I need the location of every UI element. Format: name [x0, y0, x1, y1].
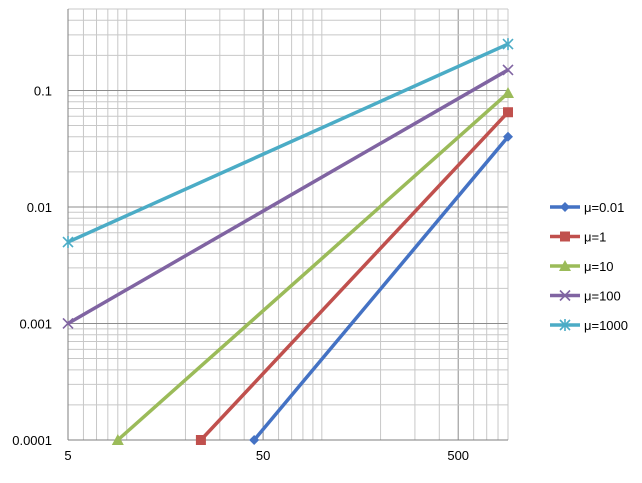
- series-lines: [62, 38, 514, 445]
- x-tick-label: 500: [447, 448, 469, 463]
- data-point: [111, 434, 124, 445]
- legend-label: μ=100: [584, 289, 621, 304]
- axes: 5 50 500 0.0001 0.001 0.01 0.1: [12, 9, 508, 463]
- data-point: [503, 131, 513, 142]
- legend-label: μ=10: [584, 259, 614, 274]
- data-point: [249, 435, 260, 445]
- data-point: [62, 236, 74, 249]
- y-tick-label: 0.001: [19, 316, 52, 331]
- legend-item: μ=0.01: [550, 200, 624, 215]
- series-1: [195, 107, 513, 445]
- y-tick-label: 0.1: [34, 83, 52, 98]
- data-point: [502, 38, 514, 51]
- x-tick-label: 50: [256, 448, 270, 463]
- series-line: [116, 91, 510, 442]
- series-line: [67, 42, 509, 244]
- y-tick-label: 0.0001: [12, 433, 52, 448]
- data-point: [502, 87, 514, 99]
- legend-marker: [559, 319, 571, 331]
- data-point: [503, 107, 513, 118]
- legend: μ=0.01 μ=1 μ=10 μ=100 μ=1000: [550, 200, 628, 333]
- series-4: [62, 38, 514, 249]
- data-point: [62, 317, 74, 330]
- legend-marker: [559, 260, 571, 271]
- legend-marker: [559, 289, 571, 302]
- legend-label: μ=1000: [584, 318, 628, 333]
- series-3: [62, 64, 514, 330]
- legend-marker: [560, 231, 570, 242]
- legend-item: μ=100: [550, 289, 621, 304]
- legend-item: μ=1000: [550, 318, 628, 333]
- series-2: [111, 87, 514, 445]
- legend-label: μ=1: [584, 230, 606, 245]
- legend-item: μ=10: [550, 259, 614, 274]
- data-point: [195, 435, 206, 445]
- series-line: [252, 135, 510, 442]
- legend-marker: [560, 202, 570, 212]
- legend-item: μ=1: [550, 230, 606, 245]
- series-0: [249, 131, 513, 445]
- legend-label: μ=0.01: [584, 200, 624, 215]
- x-tick-label: 5: [64, 448, 71, 463]
- data-point: [502, 64, 514, 76]
- series-line: [199, 111, 510, 442]
- series-line: [67, 68, 509, 325]
- y-tick-label: 0.01: [27, 200, 52, 215]
